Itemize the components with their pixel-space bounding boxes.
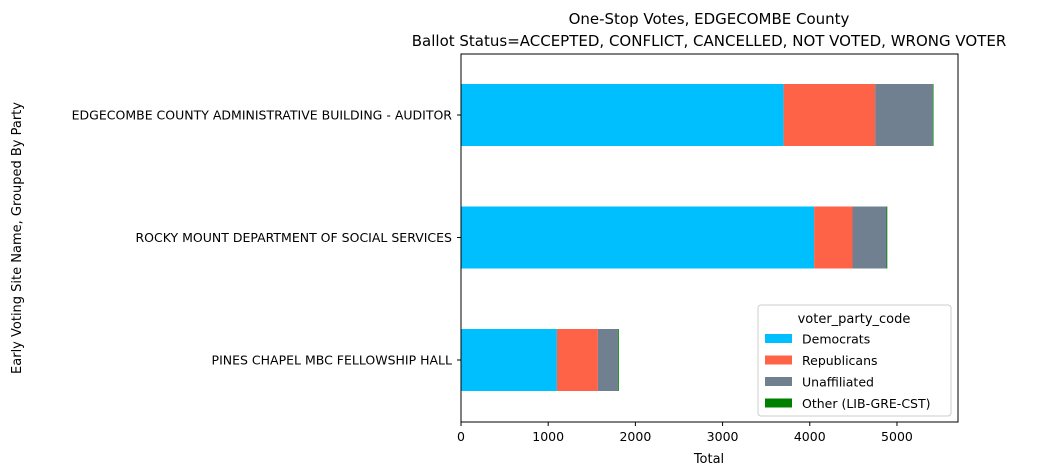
legend-label: Other (LIB-GRE-CST) [802,396,931,411]
bar-segment [852,206,887,269]
bar-segment [617,329,619,391]
legend-label: Unaffiliated [802,375,874,390]
y-axis-label: Early Voting Site Name, Grouped By Party [10,102,25,374]
y-axis-ticks: EDGECOMBE COUNTY ADMINISTRATIVE BUILDING… [72,108,461,368]
bar-segment [814,206,853,269]
legend: voter_party_code Democrats Republicans Una… [757,304,952,417]
bars-group [461,84,934,391]
legend-swatch [765,377,792,386]
legend-swatch [765,398,792,408]
bar-segment [932,84,934,146]
chart-title: One-Stop Votes, EDGECOMBE County [569,10,850,28]
x-axis-ticks: 0 1000 2000 3000 4000 5000 [457,422,913,444]
bar-segment [783,84,876,146]
x-tick-label: 0 [457,429,465,444]
bar-segment [461,329,557,391]
legend-swatch [765,355,792,365]
bar-segment [597,329,618,391]
x-tick-label: 5000 [881,429,913,444]
legend-label: Democrats [802,332,870,347]
legend-box [757,304,952,417]
x-tick-label: 2000 [619,429,651,444]
legend-label: Republicans [802,353,878,368]
y-tick-label: PINES CHAPEL MBC FELLOWSHIP HALL [212,353,452,368]
x-tick-label: 1000 [532,429,564,444]
bar-segment [556,329,598,391]
legend-items: Democrats Republicans Unaffiliated Other (L… [765,332,931,411]
y-tick-label: ROCKY MOUNT DEPARTMENT OF SOCIAL SERVICE… [135,230,452,245]
legend-title: voter_party_code [798,312,911,327]
bar-segment [461,206,815,269]
legend-swatch [765,334,792,343]
bar-segment [875,84,933,146]
y-tick-label: EDGECOMBE COUNTY ADMINISTRATIVE BUILDING… [72,108,453,123]
bar-segment [886,206,888,269]
x-tick-label: 3000 [707,429,739,444]
x-tick-label: 4000 [794,429,826,444]
x-axis-label: Total [693,452,724,467]
bar-segment [461,84,784,146]
chart-subtitle: Ballot Status=ACCEPTED, CONFLICT, CANCEL… [412,32,1007,50]
